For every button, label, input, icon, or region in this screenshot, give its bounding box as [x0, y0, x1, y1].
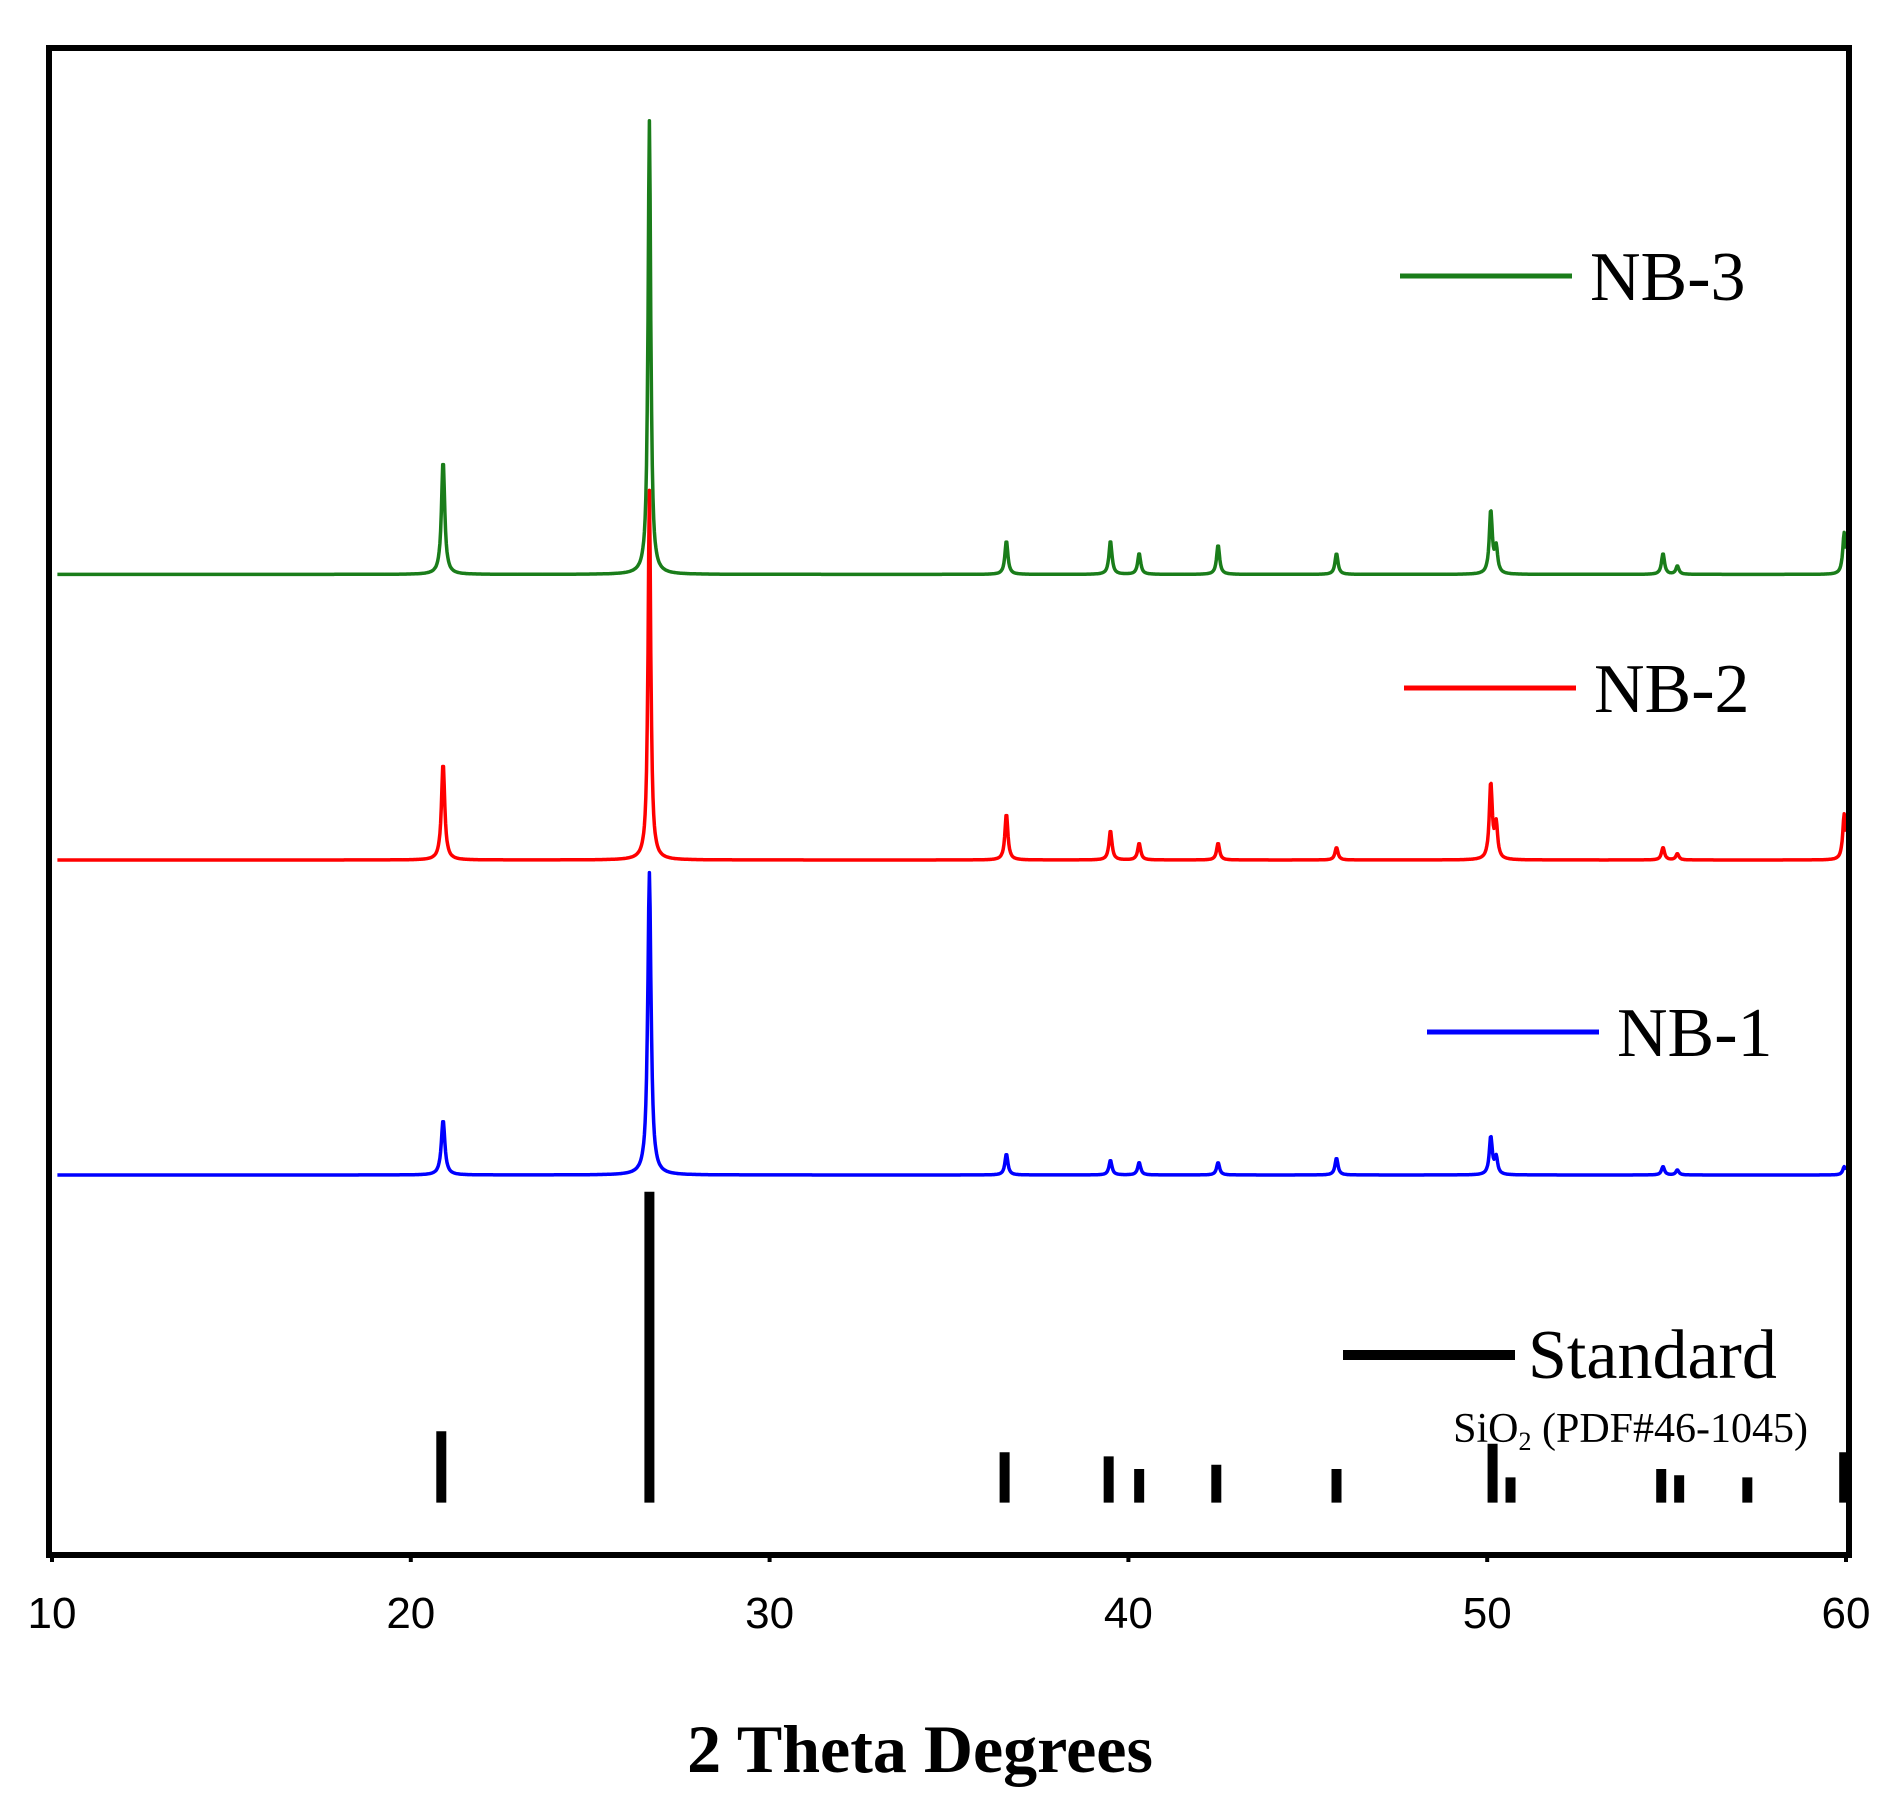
- legend-label-nb-1: NB-1: [1617, 995, 1773, 1072]
- trace-nb-1: [56, 870, 1848, 1177]
- x-tick-label-50: 50: [1463, 1589, 1512, 1638]
- plot-frame: [46, 45, 1852, 1558]
- x-tick-label-30: 30: [745, 1589, 794, 1638]
- x-tick-label-10: 10: [28, 1589, 77, 1638]
- reference-sticks: [436, 1191, 1850, 1503]
- legend: NB-3 NB-2 NB-1 Standard SiO2 (PDF#46-1045): [1343, 239, 1808, 1456]
- legend-label-nb-2: NB-2: [1594, 651, 1750, 728]
- x-tick-label-60: 60: [1822, 1589, 1871, 1638]
- x-axis-ticks: 10 20 30 40 50 60: [28, 1552, 1871, 1638]
- legend-label-standard: Standard: [1528, 1317, 1777, 1394]
- x-axis-title: 2 Theta Degrees: [687, 1711, 1153, 1787]
- traces: [56, 119, 1848, 1177]
- x-tick-label-40: 40: [1104, 1589, 1153, 1638]
- legend-label-nb-3: NB-3: [1590, 239, 1746, 316]
- x-tick-label-20: 20: [386, 1589, 435, 1638]
- trace-nb-2: [56, 488, 1848, 862]
- trace-nb-3: [56, 119, 1848, 577]
- reference-note: SiO2 (PDF#46-1045): [1453, 1406, 1808, 1456]
